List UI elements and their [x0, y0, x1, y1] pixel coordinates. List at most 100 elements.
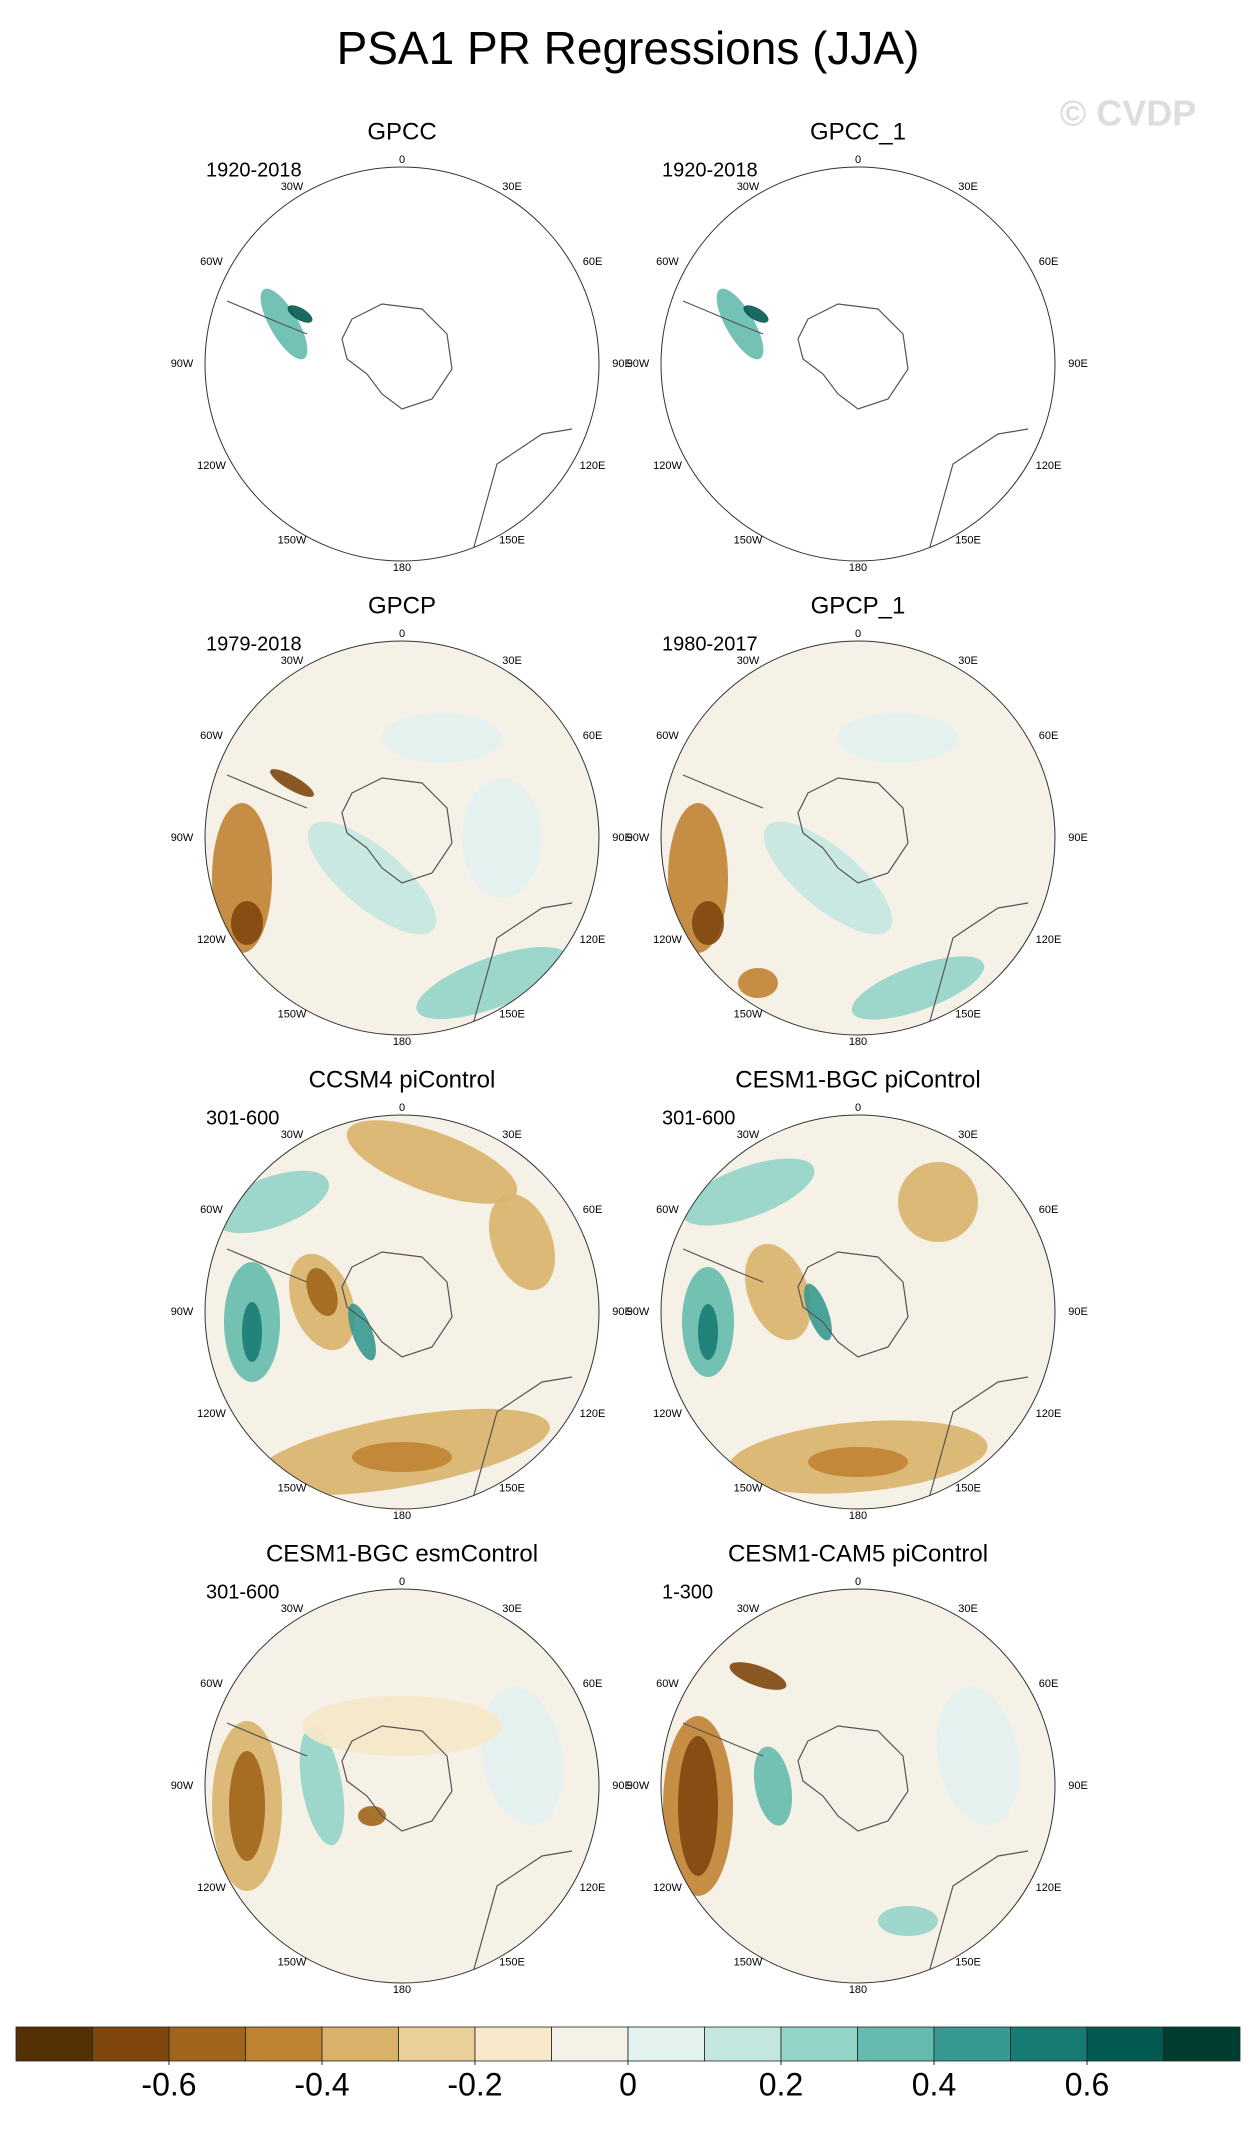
longitude-label: 150E	[955, 1009, 981, 1021]
longitude-label: 120E	[580, 1882, 606, 1894]
panel-period: 1920-2018	[206, 159, 302, 181]
coastline	[471, 1850, 573, 1977]
precip-anomaly	[936, 1686, 1020, 1826]
longitude-label: 120E	[1036, 1882, 1062, 1894]
panel-title: CCSM4 piControl	[309, 1066, 496, 1093]
longitude-label: 0	[855, 1102, 861, 1114]
precip-anomaly	[287, 305, 313, 323]
precip-anomaly	[346, 1120, 518, 1204]
panel-period: 1-300	[662, 1581, 713, 1603]
longitude-label: 30E	[502, 181, 522, 193]
colorbar-box	[168, 2026, 246, 2062]
longitude-label: 60E	[583, 1204, 603, 1216]
polar-map: 0 30E 60E 90E 120E 150E 180 150W 120W 90W 60W 30W	[171, 628, 632, 1048]
longitude-label: 90W	[171, 1780, 194, 1792]
longitude-label: 180	[849, 1984, 867, 1996]
map-field	[205, 1589, 599, 1983]
coastline	[797, 303, 909, 410]
longitude-label: 150W	[278, 535, 307, 547]
longitude-label: 90E	[612, 1306, 632, 1318]
longitude-label: 90W	[171, 1306, 194, 1318]
longitude-label: 60W	[656, 256, 679, 268]
coastline	[226, 1722, 308, 1757]
colorbar-box	[551, 2026, 629, 2062]
colorbar-box	[780, 2026, 858, 2062]
precip-anomaly	[260, 288, 308, 360]
longitude-label: 30E	[502, 1603, 522, 1615]
precip-anomaly	[898, 1162, 978, 1242]
panel-period: 1920-2018	[662, 159, 758, 181]
longitude-label: 120W	[653, 1882, 682, 1894]
longitude-label: 0	[855, 628, 861, 640]
longitude-label: 60E	[583, 1678, 603, 1690]
map-field	[661, 1115, 1055, 1509]
precip-anomaly	[242, 1302, 262, 1362]
longitude-label: 120W	[197, 934, 226, 946]
coastline	[226, 774, 308, 809]
longitude-label: 30W	[281, 181, 304, 193]
longitude-label: 30W	[281, 1129, 304, 1141]
longitude-label: 90W	[627, 358, 650, 370]
panel-title: GPCP_1	[811, 592, 906, 619]
coastline	[682, 774, 764, 809]
panel-period: 301-600	[662, 1107, 735, 1129]
longitude-label: 120W	[653, 934, 682, 946]
coastline	[341, 1725, 453, 1832]
map-border	[204, 640, 600, 1036]
colorbar-tick-label: -0.4	[294, 2066, 349, 2102]
longitude-label: 150E	[499, 1009, 525, 1021]
map-border	[204, 1588, 600, 1984]
longitude-label: 90E	[1068, 832, 1088, 844]
longitude-label: 60E	[1039, 730, 1059, 742]
panel-period: 1980-2017	[662, 633, 758, 655]
colorbar-box	[1010, 2026, 1088, 2062]
precip-anomaly	[231, 901, 263, 945]
precip-anomaly	[738, 968, 778, 998]
coastline	[682, 1248, 764, 1283]
coastline	[927, 1850, 1029, 1977]
longitude-label: 90E	[1068, 358, 1088, 370]
longitude-label: 0	[399, 1102, 405, 1114]
longitude-label: 30E	[958, 1603, 978, 1615]
longitude-label: 30W	[737, 1129, 760, 1141]
coastline	[797, 777, 909, 884]
longitude-label: 30W	[737, 1603, 760, 1615]
map-background	[205, 1589, 599, 1983]
map-field	[205, 1115, 599, 1509]
longitude-label: 60W	[200, 1678, 223, 1690]
polar-map: 0 30E 60E 90E 120E 150E 180 150W 120W 90W 60W 30W	[627, 628, 1088, 1048]
precip-anomaly	[382, 713, 502, 763]
longitude-label: 60W	[200, 1204, 223, 1216]
map-field	[205, 167, 599, 561]
colorbar-box	[1163, 2026, 1241, 2062]
precip-anomaly	[302, 1696, 502, 1756]
longitude-label: 30E	[958, 655, 978, 667]
polar-map: 0 30E 60E 90E 120E 150E 180 150W 120W 90W 60W 30W	[627, 154, 1088, 574]
longitude-label: 150W	[278, 1483, 307, 1495]
longitude-label: 150W	[734, 1483, 763, 1495]
longitude-label: 30E	[502, 1129, 522, 1141]
precip-anomaly	[838, 713, 958, 763]
longitude-label: 150E	[499, 535, 525, 547]
map-field	[205, 641, 599, 1035]
colorbar-box	[245, 2026, 323, 2062]
colorbar-box	[474, 2026, 552, 2062]
longitude-label: 150W	[278, 1009, 307, 1021]
precip-anomaly	[299, 1726, 345, 1846]
longitude-label: 60W	[200, 256, 223, 268]
longitude-label: 30E	[958, 181, 978, 193]
panel-period: 1979-2018	[206, 633, 302, 655]
longitude-label: 180	[393, 1036, 411, 1048]
longitude-label: 0	[399, 628, 405, 640]
longitude-label: 90E	[1068, 1780, 1088, 1792]
coastline	[927, 1376, 1029, 1503]
longitude-label: 120W	[197, 1882, 226, 1894]
longitude-label: 90W	[627, 832, 650, 844]
precip-anomaly	[480, 1686, 564, 1826]
colorbar-tick-label: 0	[619, 2066, 637, 2102]
longitude-label: 120W	[197, 460, 226, 472]
longitude-label: 60E	[1039, 1204, 1059, 1216]
longitude-label: 180	[393, 1984, 411, 1996]
longitude-label: 60W	[656, 1678, 679, 1690]
colorbar-box	[627, 2026, 705, 2062]
